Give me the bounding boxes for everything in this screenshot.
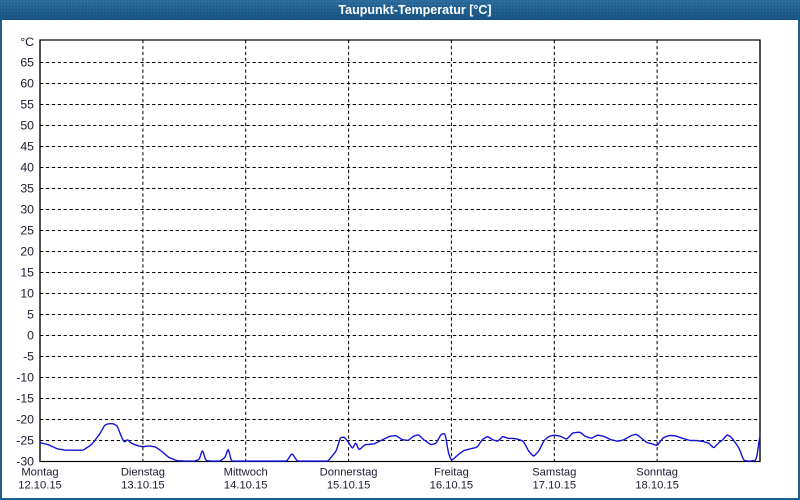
- svg-text:Dienstag: Dienstag: [121, 467, 165, 479]
- svg-text:15: 15: [20, 266, 34, 280]
- svg-text:55: 55: [20, 98, 34, 112]
- svg-text:50: 50: [20, 119, 34, 133]
- svg-text:25: 25: [20, 224, 34, 238]
- svg-text:°C: °C: [20, 35, 34, 49]
- svg-text:16.10.15: 16.10.15: [430, 480, 474, 492]
- svg-text:65: 65: [20, 56, 34, 70]
- svg-text:Mittwoch: Mittwoch: [224, 467, 268, 479]
- svg-text:30: 30: [20, 203, 34, 217]
- svg-text:12.10.15: 12.10.15: [18, 480, 62, 492]
- svg-text:5: 5: [27, 308, 34, 322]
- svg-text:15.10.15: 15.10.15: [327, 480, 371, 492]
- svg-text:-15: -15: [16, 392, 34, 406]
- svg-text:35: 35: [20, 182, 34, 196]
- svg-text:17.10.15: 17.10.15: [533, 480, 577, 492]
- svg-text:20: 20: [20, 245, 34, 259]
- svg-text:10: 10: [20, 287, 34, 301]
- svg-text:-20: -20: [16, 413, 34, 427]
- svg-text:14.10.15: 14.10.15: [224, 480, 268, 492]
- svg-text:-5: -5: [23, 350, 34, 364]
- svg-text:-10: -10: [16, 371, 34, 385]
- svg-text:Sonntag: Sonntag: [636, 467, 678, 479]
- svg-text:Samstag: Samstag: [532, 467, 576, 479]
- svg-text:-25: -25: [16, 434, 34, 448]
- svg-text:Donnerstag: Donnerstag: [320, 467, 378, 479]
- svg-text:Freitag: Freitag: [434, 467, 469, 479]
- svg-text:13.10.15: 13.10.15: [121, 480, 165, 492]
- svg-text:60: 60: [20, 77, 34, 91]
- svg-text:Montag: Montag: [21, 467, 58, 479]
- svg-text:0: 0: [27, 329, 34, 343]
- svg-text:40: 40: [20, 161, 34, 175]
- svg-text:18.10.15: 18.10.15: [635, 480, 679, 492]
- svg-text:45: 45: [20, 140, 34, 154]
